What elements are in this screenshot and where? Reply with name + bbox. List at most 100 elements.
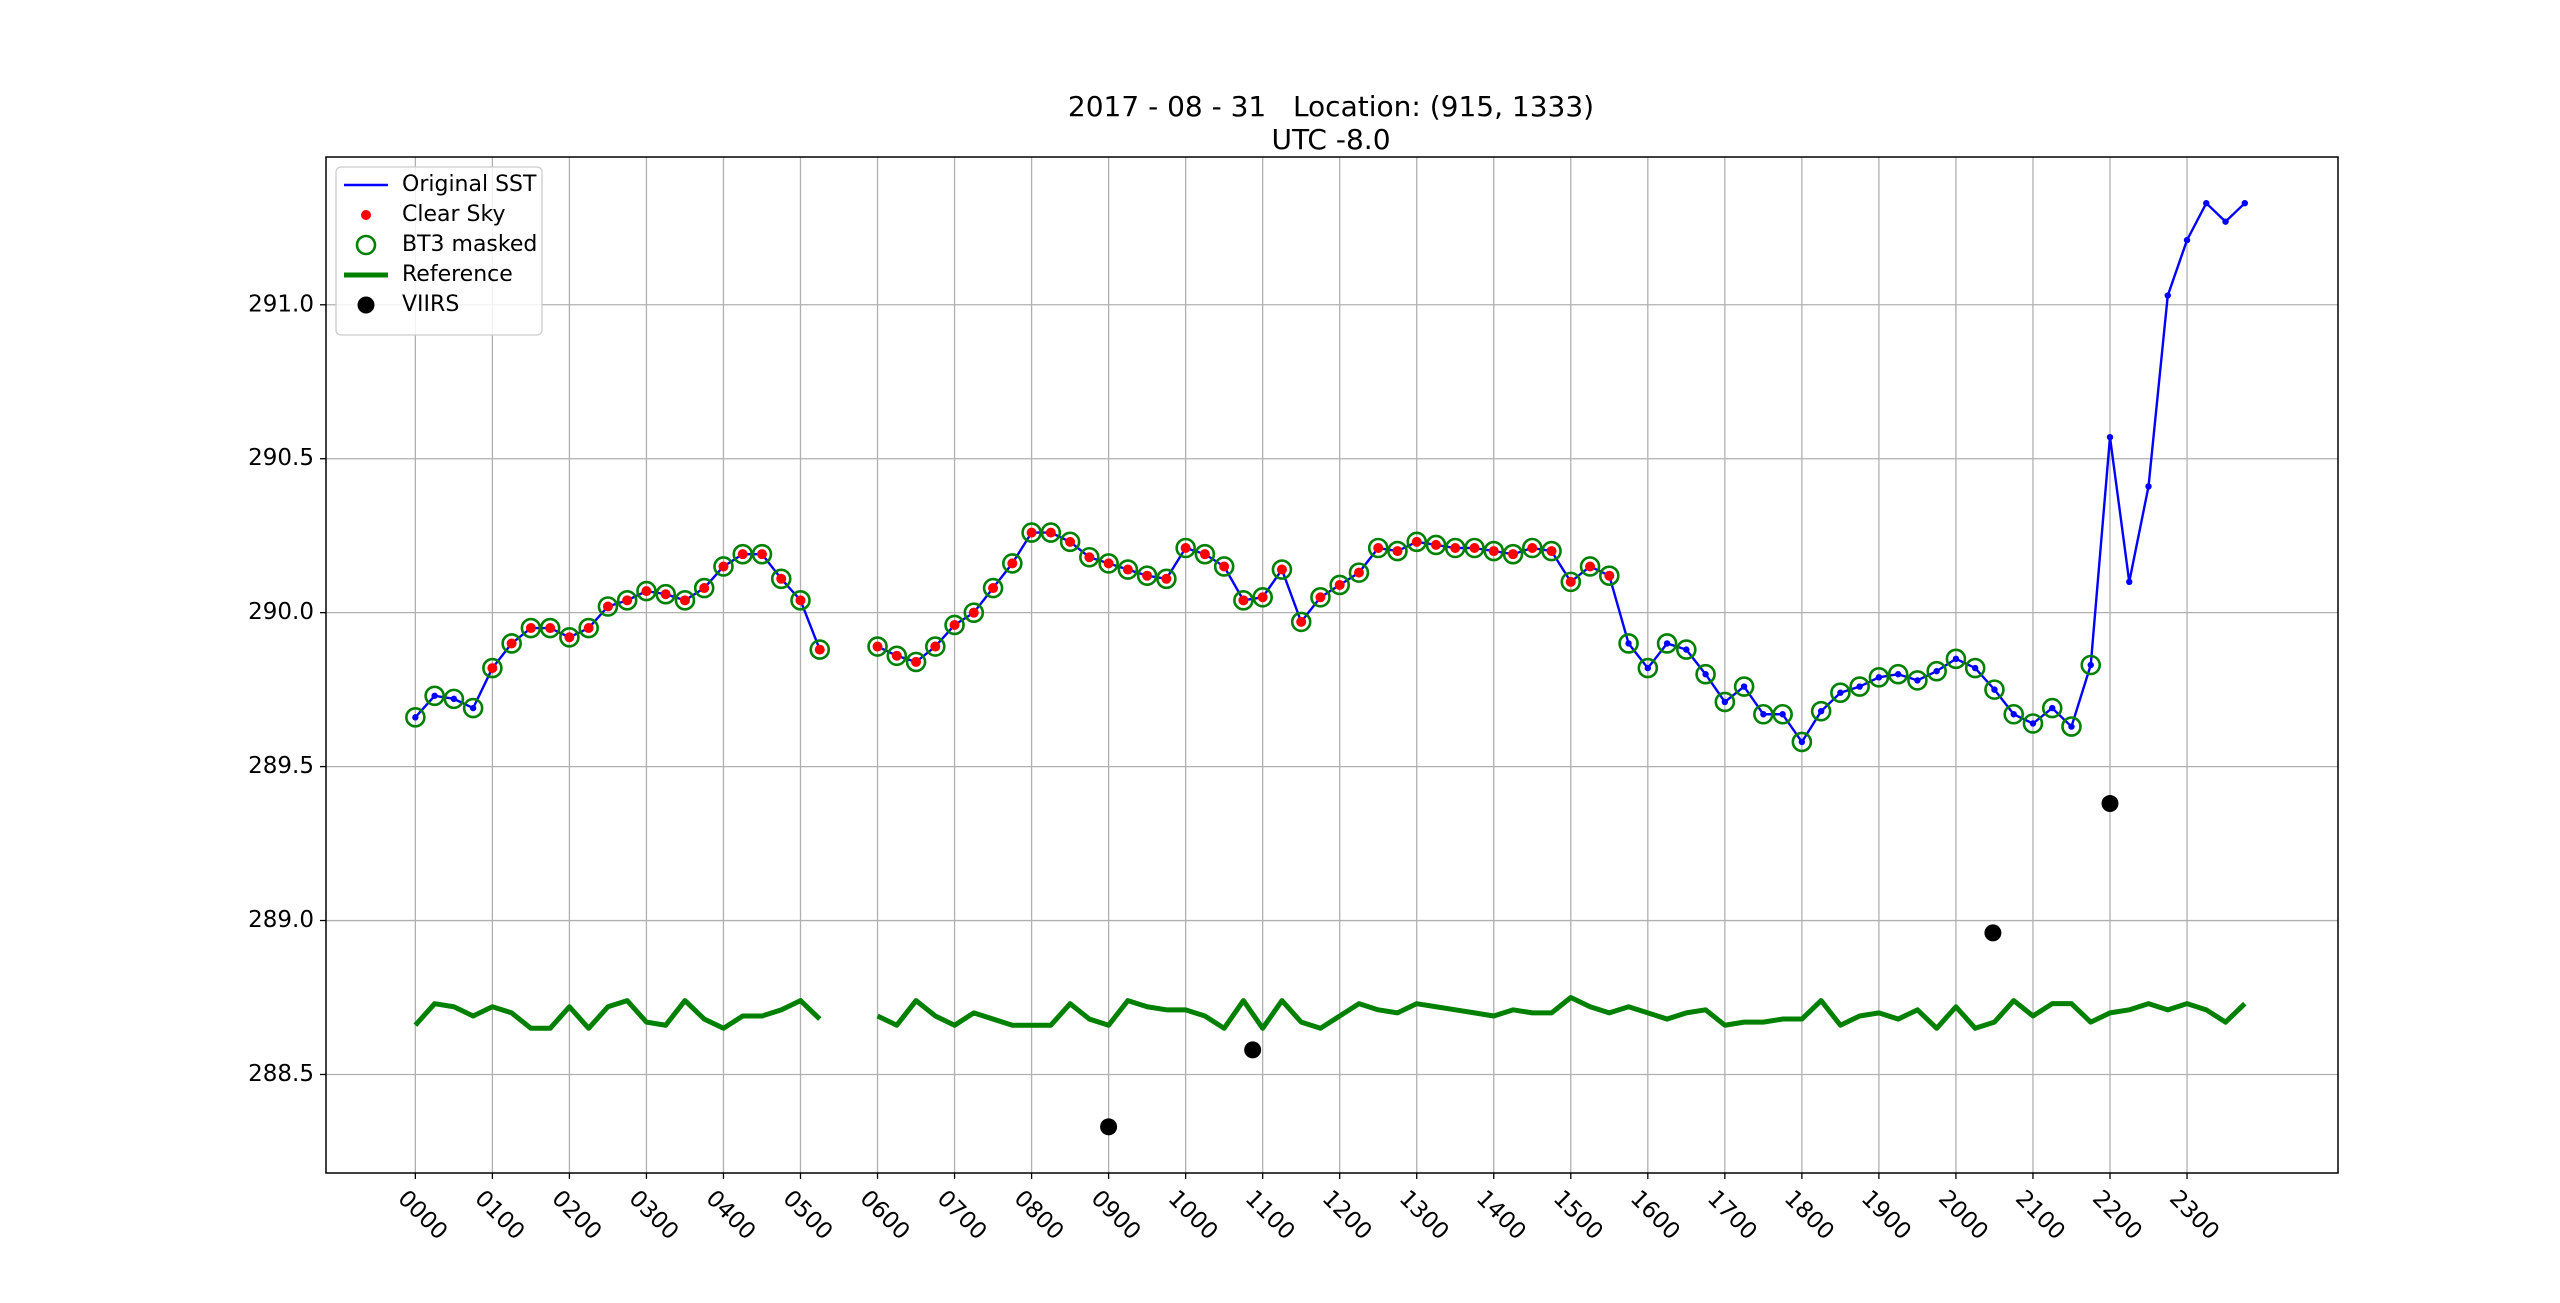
bt3-masked-ring — [963, 602, 985, 623]
bt3-masked-ring — [1098, 553, 1119, 574]
clear-sky-point — [1508, 549, 1519, 560]
sst-point — [2183, 236, 2191, 244]
bt3-masked-ring — [2061, 716, 2082, 737]
viirs-point — [2101, 795, 2119, 813]
y-tick-label: 290.0 — [248, 599, 314, 625]
sst-point — [2106, 433, 2114, 441]
viirs-point — [1984, 924, 2002, 942]
sst-point — [1837, 689, 1844, 696]
sst-point — [1779, 711, 1786, 718]
legend: Original SST Clear Sky BT3 masked Reference… — [335, 166, 543, 336]
clear-sky-point — [1084, 552, 1095, 563]
sst-point — [1663, 640, 1671, 647]
sst-point — [2241, 199, 2248, 207]
bt3-masked-ring — [2003, 703, 2025, 725]
bt3-masked-ring — [674, 590, 696, 611]
bt3-masked-ring — [925, 636, 946, 657]
clear-sky-point — [583, 623, 594, 634]
sst-point — [2126, 578, 2133, 586]
clear-sky-point — [1065, 536, 1076, 547]
bt3-masked-ring — [1040, 522, 1062, 543]
bt3-masked-ring — [1945, 648, 1967, 670]
sst-point — [2145, 483, 2152, 490]
clear-sky-point — [602, 601, 613, 612]
legend-label: Original SST — [402, 172, 537, 197]
sst-point — [469, 704, 477, 712]
clear-sky-point — [1276, 564, 1287, 575]
legend-label: BT3 masked — [402, 232, 537, 257]
clear-sky-point — [1450, 543, 1461, 554]
sst-point — [1933, 667, 1940, 675]
clear-sky-point — [988, 583, 999, 594]
bt3-masked-ring — [2080, 654, 2102, 676]
clear-sky-point — [1142, 570, 1153, 581]
legend-label: Clear Sky — [402, 202, 505, 227]
clear-sky-point — [487, 663, 498, 674]
bt3-masked-ring — [1406, 531, 1428, 553]
sst-point — [2203, 199, 2210, 207]
sst-point — [1991, 686, 1998, 693]
sst-point — [1683, 646, 1690, 653]
bt3-masked-ring — [1676, 639, 1697, 660]
bt3-masked-ring — [1830, 682, 1851, 704]
bt3-masked-ring — [405, 707, 426, 728]
bt3-masked-ring — [1233, 590, 1254, 611]
bt3-masked-ring — [1059, 531, 1081, 553]
bt3-masked-ring — [501, 633, 522, 654]
sst-point — [431, 692, 438, 699]
bt3-masked-ring — [1964, 657, 1986, 679]
bt3-masked-ring — [1714, 691, 1736, 713]
clear-sky-point — [1161, 573, 1172, 584]
clear-sky-point — [737, 549, 748, 560]
clear-sky-point — [679, 595, 690, 606]
sst-point — [412, 714, 419, 721]
bt3-masked-ring — [1175, 537, 1196, 559]
legend-symbol — [355, 234, 377, 256]
bt3-masked-ring — [982, 577, 1004, 599]
bt3-masked-ring — [1868, 667, 1890, 688]
bt3-masked-ring — [616, 590, 638, 611]
clear-sky-point — [545, 623, 556, 634]
sst-point — [1760, 711, 1767, 718]
bt3-masked-ring — [944, 614, 965, 636]
sst-point — [1798, 738, 1806, 746]
bt3-masked-ring — [2022, 713, 2044, 734]
clear-sky-point — [1296, 616, 1307, 627]
clear-sky-point — [1315, 592, 1326, 603]
clear-sky-point — [756, 549, 767, 560]
clear-sky-point — [699, 583, 710, 594]
bt3-masked-ring — [1984, 679, 2005, 700]
clear-sky-point — [564, 632, 575, 643]
bt3-masked-ring — [559, 626, 580, 648]
clear-sky-point — [525, 623, 536, 634]
bt3-masked-ring — [790, 590, 811, 611]
sst-point — [2029, 720, 2037, 727]
bt3-masked-ring — [1194, 543, 1216, 565]
bt3-masked-ring — [886, 645, 908, 667]
bt3-masked-ring — [482, 657, 503, 679]
sst-point — [1721, 698, 1729, 706]
bt3-masked-ring — [1483, 540, 1505, 562]
bt3-masked-ring — [1367, 537, 1389, 559]
clear-sky-point — [1180, 543, 1191, 554]
clear-sky-point — [1045, 527, 1056, 538]
clear-sky-point — [1334, 579, 1345, 590]
clear-sky-point — [660, 589, 671, 600]
sst-point — [1952, 655, 1960, 663]
sst-point — [1740, 683, 1748, 690]
y-tick-label: 288.5 — [248, 1061, 314, 1087]
bt3-masked-ring — [1156, 568, 1177, 590]
chart-subtitle: UTC -8.0 — [1271, 123, 1390, 156]
sst-point — [450, 695, 458, 703]
clear-sky-point — [1007, 558, 1018, 569]
sst-point — [2087, 661, 2094, 669]
bt3-masked-ring — [636, 580, 657, 602]
bt3-masked-ring — [1002, 553, 1023, 574]
clear-sky-point — [1238, 595, 1249, 606]
bt3-masked-ring — [1733, 676, 1755, 697]
clear-sky-point — [1373, 543, 1384, 554]
clear-sky-point — [1527, 543, 1538, 554]
clear-sky-point — [1026, 527, 1037, 538]
bt3-masked-ring — [1310, 586, 1331, 608]
